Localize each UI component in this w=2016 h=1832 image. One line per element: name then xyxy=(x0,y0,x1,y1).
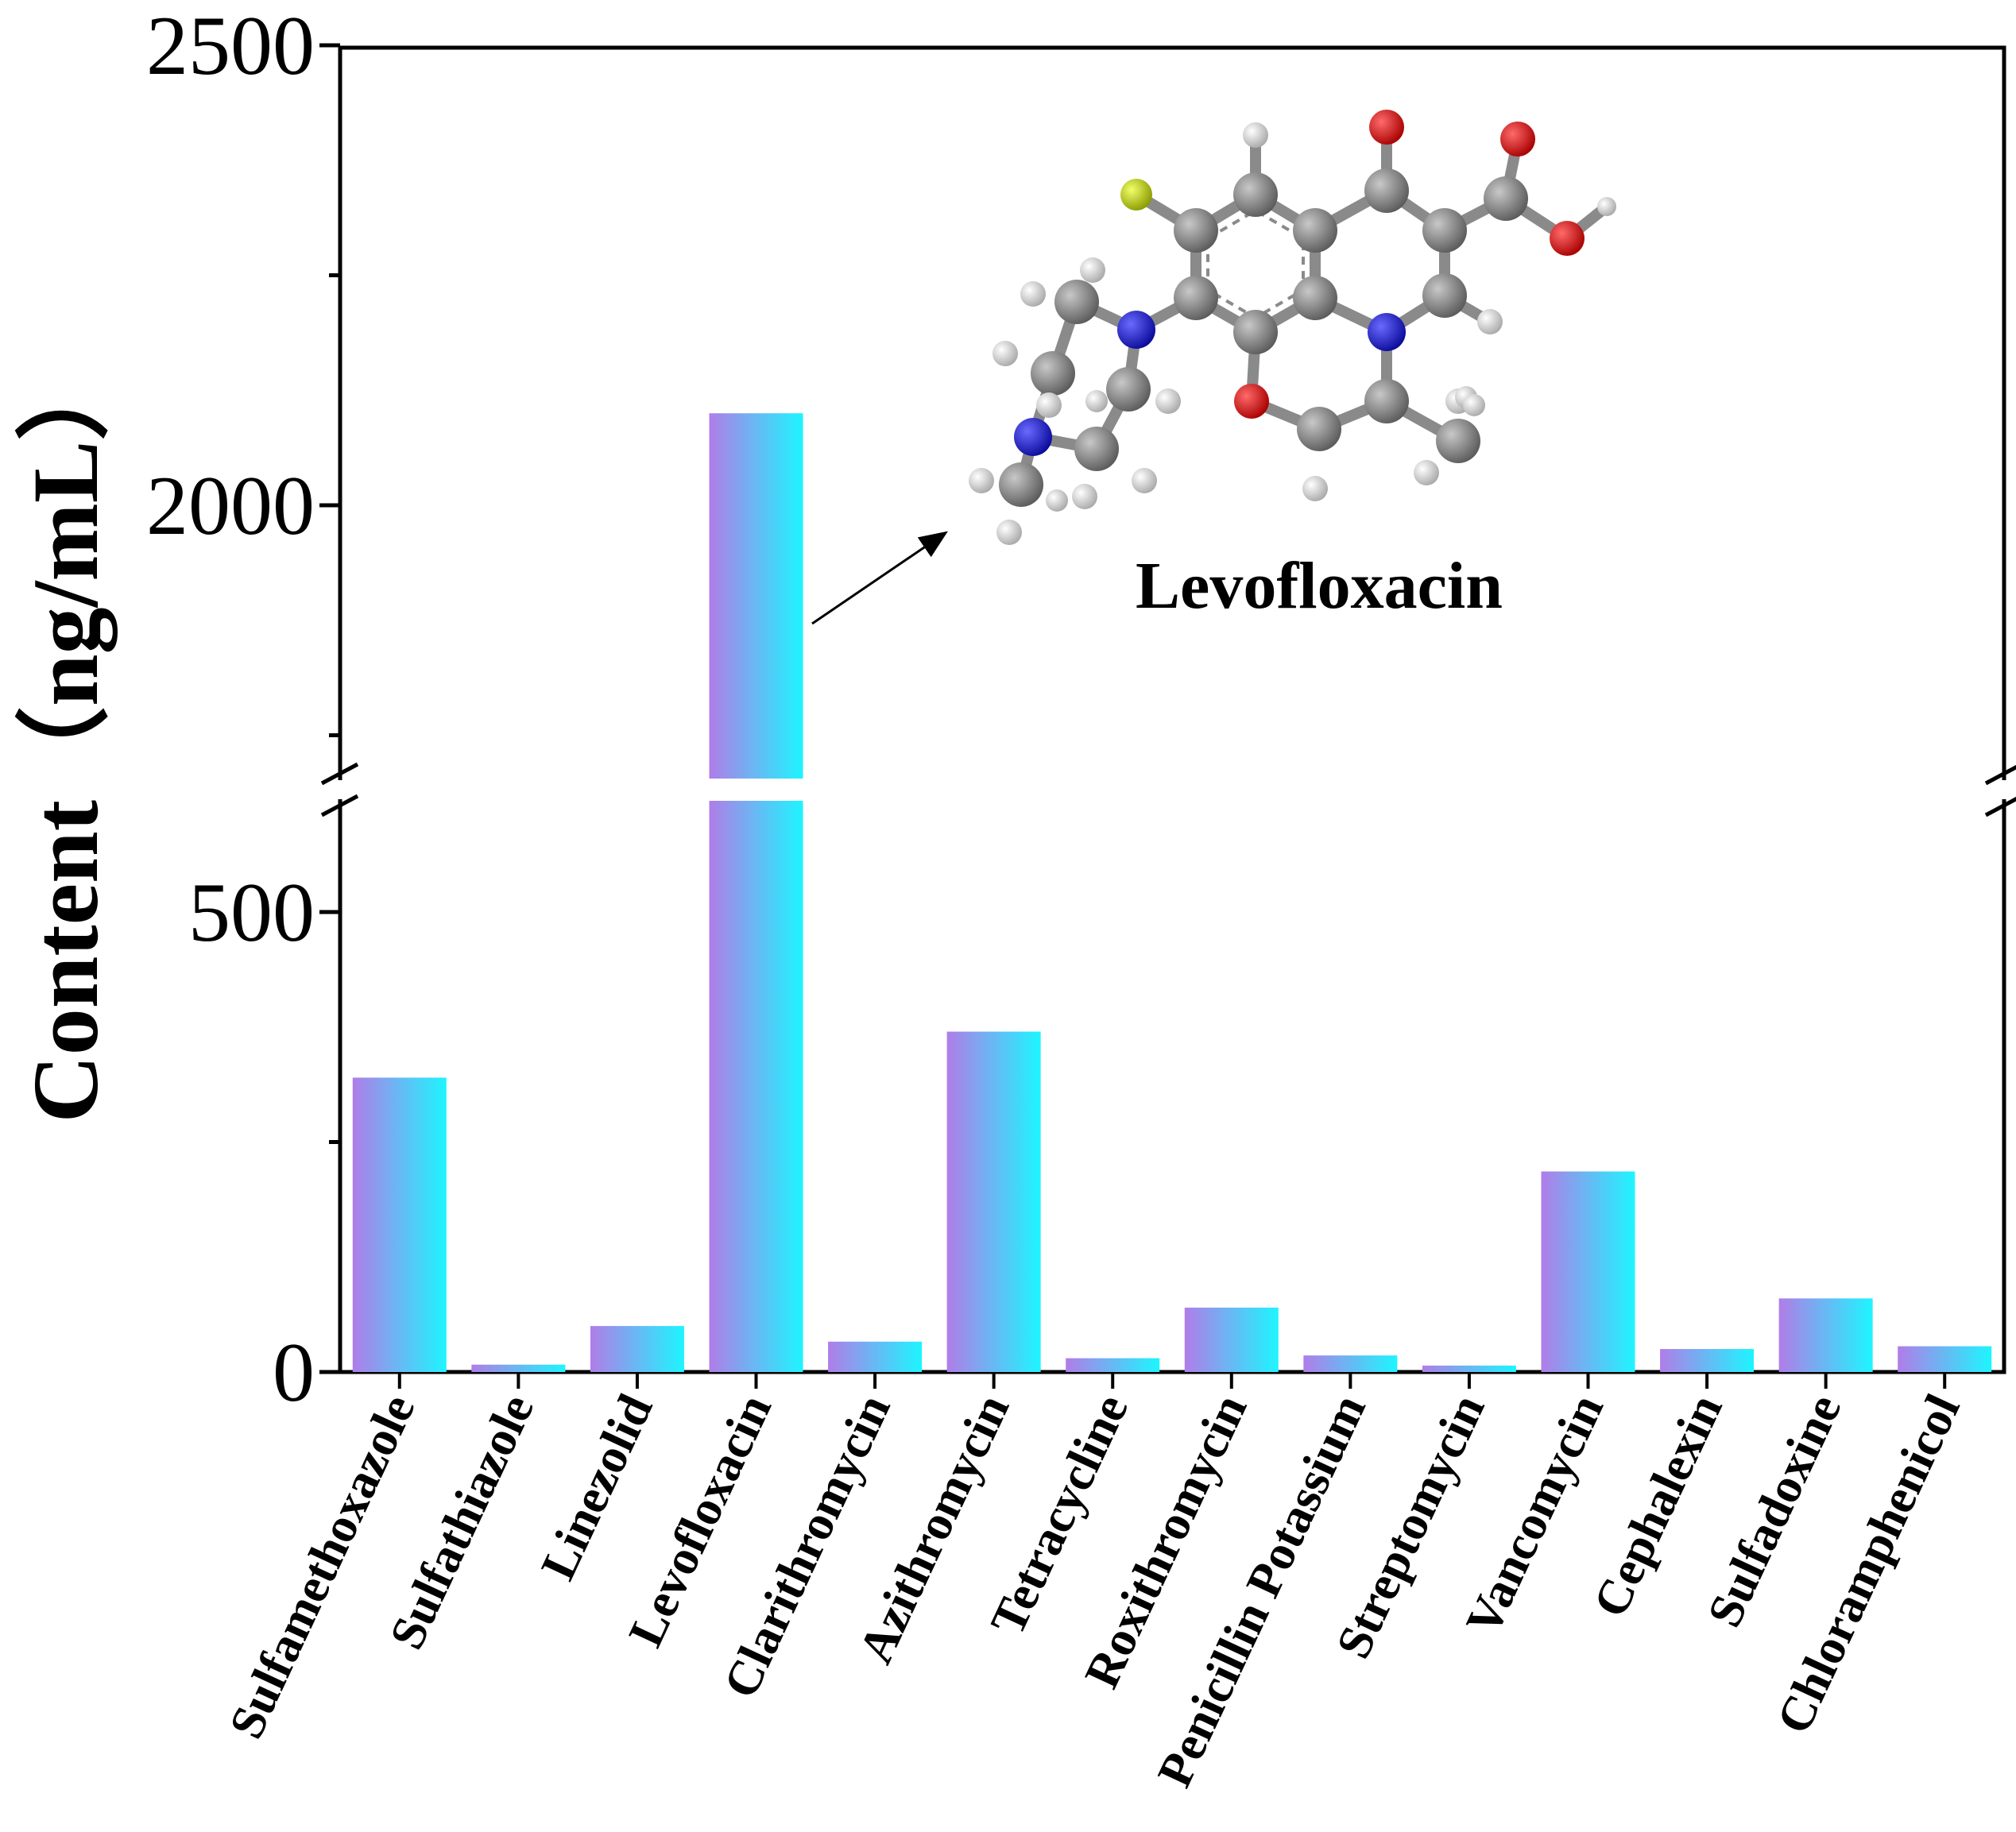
y-tick-label: 2000 xyxy=(146,459,315,552)
annotation-arrow xyxy=(811,531,948,625)
y-tick-label: 500 xyxy=(188,866,315,959)
y-axis-ticks: 0 500 2000 2500 xyxy=(146,0,340,1419)
axes-frame xyxy=(338,45,2006,1374)
axes-frame-lower xyxy=(338,799,2006,1374)
y-axis-title: Content（ng/mL） xyxy=(14,347,118,1123)
axes-frame-upper xyxy=(338,45,2006,780)
bar-roxithromycin xyxy=(1184,1307,1279,1372)
bar-chloramphenicol xyxy=(1898,1346,1992,1372)
x-tick-label: Sulfamethoxazole xyxy=(219,1386,426,1746)
bar-sulfadoxine xyxy=(1778,1298,1873,1372)
bar-levofloxacin-lower xyxy=(709,801,803,1372)
bar-cephalexin xyxy=(1660,1349,1755,1372)
y-tick-label: 2500 xyxy=(146,0,315,92)
bar-vancomycin xyxy=(1541,1171,1635,1372)
bar-streptomycin xyxy=(1422,1365,1516,1372)
annotation-label: Levofloxacin xyxy=(1136,549,1503,623)
bars xyxy=(352,413,1992,1372)
levofloxacin-molecule-image xyxy=(969,110,1616,545)
axis-break-marks xyxy=(320,762,2016,817)
bar-tetracycline xyxy=(1066,1358,1160,1372)
bar-linezolid xyxy=(590,1326,684,1372)
y-tick-label: 0 xyxy=(273,1326,315,1419)
x-tick-label: Linezolid xyxy=(531,1386,663,1588)
bar-clarithromycin xyxy=(828,1341,923,1372)
bar-sulfathiazole xyxy=(471,1364,566,1372)
bar-azithromycin xyxy=(946,1031,1041,1372)
bar-sulfamethoxazole xyxy=(352,1077,447,1372)
x-axis-labels: SulfamethoxazoleSulfathiazoleLinezolidLe… xyxy=(219,1372,1971,1795)
bar-levofloxacin-upper xyxy=(709,413,803,779)
bar-penicillin-potassium xyxy=(1303,1355,1398,1372)
